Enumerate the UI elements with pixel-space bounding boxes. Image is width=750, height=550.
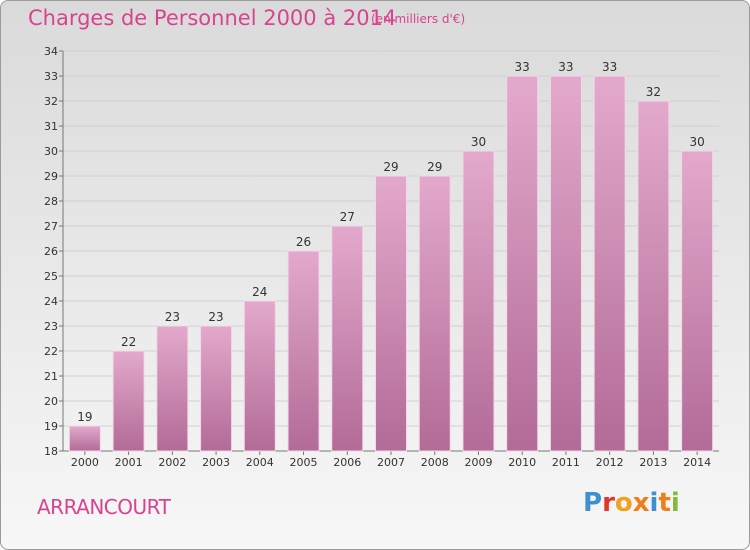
bar-2007[interactable] [375,175,407,452]
x-tick-label-2000: 2000 [71,456,99,469]
y-tick-label-26: 26 [44,245,58,258]
y-tick-label-22: 22 [44,345,58,358]
x-tick-label-2006: 2006 [333,456,361,469]
chart-subtitle: (en milliers d'€) [371,12,466,26]
commune-name: ARRANCOURT [37,495,171,519]
logo-letter: x [632,488,650,518]
x-tick-label-2013: 2013 [639,456,667,469]
logo-letter: t [658,488,671,518]
y-tick-label-20: 20 [44,395,58,408]
bar-2006[interactable] [331,225,364,452]
value-label-2005: 26 [296,235,311,249]
y-tick-label-19: 19 [44,420,58,433]
bar-2012[interactable] [593,75,626,452]
x-tick-label-2011: 2011 [552,456,580,469]
value-label-2014: 30 [689,135,704,149]
logo-letter: i [649,488,659,518]
value-label-2009: 30 [471,135,486,149]
value-label-2004: 24 [252,285,267,299]
x-tick-label-2014: 2014 [683,456,711,469]
y-tick-label-29: 29 [44,170,58,183]
logo-letter: P [583,488,603,518]
value-label-2003: 23 [208,310,223,324]
bar-2011[interactable] [549,75,582,452]
x-tick-label-2003: 2003 [202,456,230,469]
logo-letter: o [614,488,633,518]
y-tick-label-31: 31 [44,120,58,133]
value-label-2002: 23 [165,310,180,324]
bar-2014[interactable] [681,150,714,452]
y-tick-label-34: 34 [44,45,58,58]
x-tick-label-2010: 2010 [508,456,536,469]
bar-2005[interactable] [287,250,320,452]
logo-letter: i [670,488,680,518]
x-tick-label-2008: 2008 [421,456,449,469]
x-tick-label-2002: 2002 [158,456,186,469]
labels: 18 19 20 21 22 23 24 25 26 27 28 29 30 31 32 33 34 19 2000… [44,45,711,469]
bars [68,75,714,452]
value-label-2011: 33 [558,60,573,74]
bar-2002[interactable] [156,325,189,452]
bar-2003[interactable] [200,325,233,452]
value-label-2012: 33 [602,60,617,74]
x-tick-label-2007: 2007 [377,456,405,469]
value-label-2001: 22 [121,335,136,349]
value-label-2013: 32 [646,85,661,99]
x-tick-label-2005: 2005 [290,456,318,469]
bar-2001[interactable] [112,350,145,452]
y-tick-label-30: 30 [44,145,58,158]
x-tick-label-2012: 2012 [596,456,624,469]
y-tick-label-32: 32 [44,95,58,108]
y-tick-label-18: 18 [44,445,58,458]
logo-letter: r [602,488,615,518]
y-tick-label-33: 33 [44,70,58,83]
value-label-2008: 29 [427,160,442,174]
value-label-2006: 27 [340,210,355,224]
bar-2013[interactable] [637,100,670,452]
y-tick-label-24: 24 [44,295,58,308]
x-tick-label-2001: 2001 [115,456,143,469]
bar-2010[interactable] [506,75,539,452]
y-tick-label-23: 23 [44,320,58,333]
y-tick-label-27: 27 [44,220,58,233]
y-tick-label-28: 28 [44,195,58,208]
chart-title: Charges de Personnel 2000 à 2014 [28,6,397,30]
y-tick-label-25: 25 [44,270,58,283]
value-label-2007: 29 [383,160,398,174]
value-label-2000: 19 [77,410,92,424]
value-label-2010: 33 [515,60,530,74]
bar-2008[interactable] [418,175,451,452]
bar-2000[interactable] [68,425,101,452]
x-tick-label-2004: 2004 [246,456,274,469]
y-tick-label-21: 21 [44,370,58,383]
proxiti-logo[interactable]: Proxiti [583,488,680,518]
bar-2004[interactable] [243,300,276,452]
bar-2009[interactable] [462,150,495,452]
x-tick-label-2009: 2009 [464,456,492,469]
